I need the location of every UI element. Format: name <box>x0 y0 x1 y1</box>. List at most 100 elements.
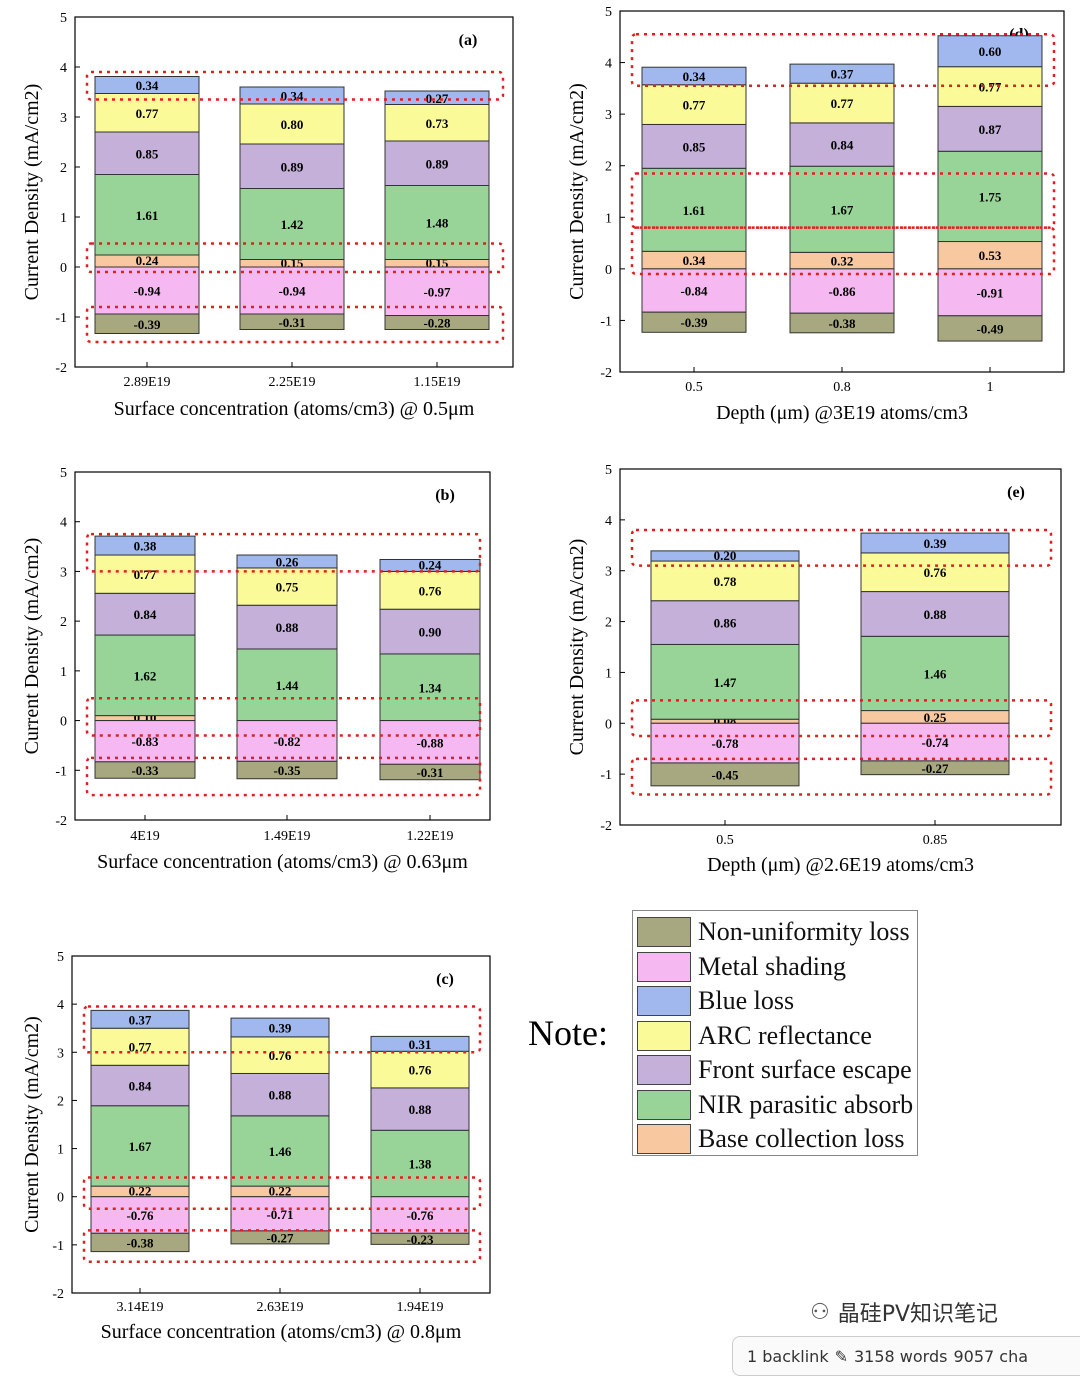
x-tick-label: 0.5 <box>716 833 734 848</box>
x-tick-label: 0.8 <box>833 380 851 395</box>
bar-segment <box>789 82 895 124</box>
y-tick-label: 5 <box>605 463 612 478</box>
y-tick-label: 4 <box>60 61 67 76</box>
legend-item: ARC reflectance <box>637 1019 872 1053</box>
data-label: -0.94 <box>133 284 161 299</box>
y-tick-label: 2 <box>60 161 67 176</box>
data-label: 0.84 <box>129 1079 152 1094</box>
bar-segment <box>641 311 747 333</box>
highlight-box <box>630 528 1053 567</box>
bar-segment <box>230 1115 330 1187</box>
data-label: 1.48 <box>426 216 449 231</box>
highlight-box <box>630 32 1056 88</box>
data-label: -0.88 <box>416 735 444 750</box>
panel-tag: (a) <box>459 32 478 49</box>
y-tick-label: 0 <box>60 715 67 730</box>
x-tick-label: 2.89E19 <box>123 375 170 390</box>
x-axis-label: Surface concentration (atoms/cm3) @ 0.63… <box>97 851 468 873</box>
data-label: 1.46 <box>924 666 947 681</box>
word-count: 3158 words <box>854 1346 948 1366</box>
bar-segment <box>641 123 747 169</box>
bar-segment <box>94 761 196 779</box>
watermark-text: 晶硅PV知识笔记 <box>837 1302 999 1327</box>
data-label: -0.33 <box>131 763 159 778</box>
x-tick-label: 3.14E19 <box>116 1300 163 1315</box>
bar-segment <box>236 760 338 780</box>
bar-segment <box>650 762 800 787</box>
plot-frame <box>74 16 514 368</box>
legend-item: Metal shading <box>637 950 846 984</box>
bar-segment <box>236 720 338 762</box>
data-label: -0.76 <box>406 1208 434 1223</box>
bar-segment <box>650 560 800 602</box>
bar-segment <box>230 1017 330 1038</box>
x-tick-label: 1.49E19 <box>263 829 310 844</box>
y-tick-label: 1 <box>605 666 612 681</box>
data-label: 0.34 <box>683 253 706 268</box>
y-tick-label: -1 <box>52 1239 64 1254</box>
status-footer: 1 backlink ✎ 3158 words 9057 cha <box>732 1336 1080 1376</box>
data-label: -0.31 <box>278 315 305 330</box>
y-axis-label: Current Density (mA/cm2) <box>21 84 43 301</box>
y-tick-label: 0 <box>605 717 612 732</box>
data-label: 0.88 <box>924 607 947 622</box>
data-label: -0.83 <box>131 734 159 749</box>
data-label: 0.76 <box>409 1063 432 1078</box>
bar-segment <box>230 1072 330 1117</box>
data-label: 1.61 <box>136 208 159 223</box>
data-label: 0.84 <box>134 607 157 622</box>
bar-segment <box>94 592 196 636</box>
data-label: 0.32 <box>831 254 854 269</box>
data-label: 0.34 <box>136 78 159 93</box>
backlinks-link[interactable]: 1 backlink <box>747 1346 829 1366</box>
y-tick-label: -1 <box>55 764 67 779</box>
data-label: 0.77 <box>134 567 157 582</box>
highlight-box <box>630 757 1053 796</box>
data-label: -0.86 <box>828 284 856 299</box>
legend-swatch <box>637 986 691 1016</box>
y-tick-label: 4 <box>605 57 612 72</box>
bar-segment <box>239 313 345 330</box>
data-label: -0.23 <box>406 1232 434 1247</box>
data-label: -0.49 <box>976 321 1004 336</box>
data-label: 1.61 <box>683 203 706 218</box>
y-tick-label: 0 <box>57 1191 64 1206</box>
x-tick-label: 1.94E19 <box>396 1300 443 1315</box>
data-label: 0.34 <box>281 89 304 104</box>
bar-segment <box>94 131 200 175</box>
bar-segment <box>384 185 490 260</box>
highlight-box <box>82 1229 482 1263</box>
y-tick-label: 3 <box>57 1046 64 1061</box>
data-label: -0.45 <box>711 767 739 782</box>
y-tick-label: 3 <box>605 108 612 123</box>
y-tick-label: 2 <box>605 616 612 631</box>
legend-swatch <box>637 1055 691 1085</box>
x-tick-label: 1.15E19 <box>413 375 460 390</box>
bar-segment <box>94 174 200 256</box>
bar-segment <box>94 535 196 556</box>
char-count: 9057 cha <box>953 1346 1029 1366</box>
data-label: -0.71 <box>266 1207 293 1222</box>
y-tick-label: -1 <box>55 311 67 326</box>
x-axis-label: Depth (μm) @2.6E19 atoms/cm3 <box>707 854 974 876</box>
y-tick-label: 5 <box>605 5 612 20</box>
pencil-icon[interactable]: ✎ <box>834 1346 848 1366</box>
y-tick-label: -1 <box>600 768 612 783</box>
bar-segment <box>370 1196 470 1234</box>
data-label: 0.77 <box>831 96 854 111</box>
bar-segment <box>650 550 800 562</box>
y-axis-label: Current Density (mA/cm2) <box>566 539 588 756</box>
data-label: 0.76 <box>269 1048 292 1063</box>
bar-segment <box>90 1105 190 1187</box>
bar-segment <box>370 1232 470 1245</box>
legend-label: Non-uniformity loss <box>698 917 910 946</box>
y-tick-label: 5 <box>60 466 67 481</box>
wechat-icon: ⚇ <box>810 1299 830 1325</box>
bar-segment <box>789 63 895 84</box>
data-label: 0.89 <box>281 159 304 174</box>
bar-segment <box>641 167 747 252</box>
data-label: 0.22 <box>129 1183 152 1198</box>
y-tick-label: -1 <box>600 314 612 329</box>
data-label: 1.42 <box>281 217 304 232</box>
